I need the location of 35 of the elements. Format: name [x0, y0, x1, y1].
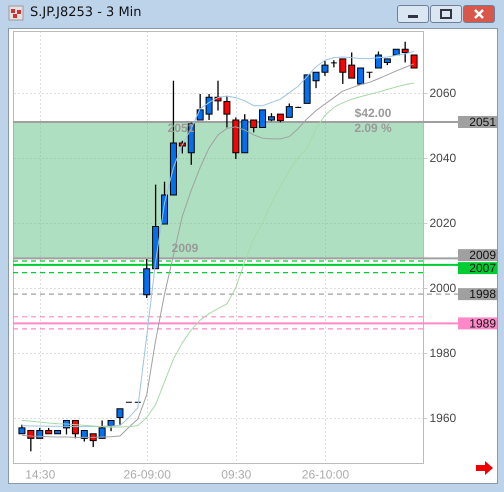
candlestick [357, 68, 364, 84]
annotation: 2.09 % [354, 121, 392, 135]
x-tick-label: 26-09:00 [124, 468, 172, 482]
x-tick-label: 26-10:00 [302, 468, 350, 482]
ref-line-label: 1989 [469, 316, 496, 330]
candlestick [178, 140, 186, 154]
y-tick-label: 1960 [430, 411, 457, 426]
y-tick-label: 2000 [430, 281, 457, 296]
ref-line-label: 2051 [469, 114, 496, 129]
ref-line-label: 1998 [469, 287, 496, 302]
candlestick [116, 408, 124, 426]
candlestick [410, 54, 418, 69]
candlestick [312, 72, 320, 89]
y-tick-label: 2040 [430, 151, 457, 166]
y-tick-label: 1980 [430, 346, 457, 360]
candlestick [259, 109, 266, 128]
candlestick [321, 60, 328, 76]
y-tick-label: 2020 [430, 216, 457, 230]
x-tick-label: 14:30 [25, 468, 56, 482]
candlestick [206, 93, 213, 121]
candlestick [108, 420, 115, 432]
ref-line-label: 2007 [469, 261, 496, 276]
chart-title: S.JP.J8253 - 3 Min [30, 5, 142, 20]
candlestick [196, 93, 204, 121]
y-tick-label: 2060 [430, 86, 457, 100]
annotation: $42.00 [354, 106, 392, 120]
ref-line-label: 2009 [469, 248, 496, 262]
x-tick-label: 09:30 [221, 468, 252, 482]
candlestick [286, 102, 293, 118]
candlestick [374, 50, 382, 69]
candlestick [330, 60, 338, 68]
candlestick [18, 424, 26, 434]
candlestick [223, 96, 230, 128]
candlestick [250, 119, 258, 133]
candlestick [98, 420, 106, 439]
